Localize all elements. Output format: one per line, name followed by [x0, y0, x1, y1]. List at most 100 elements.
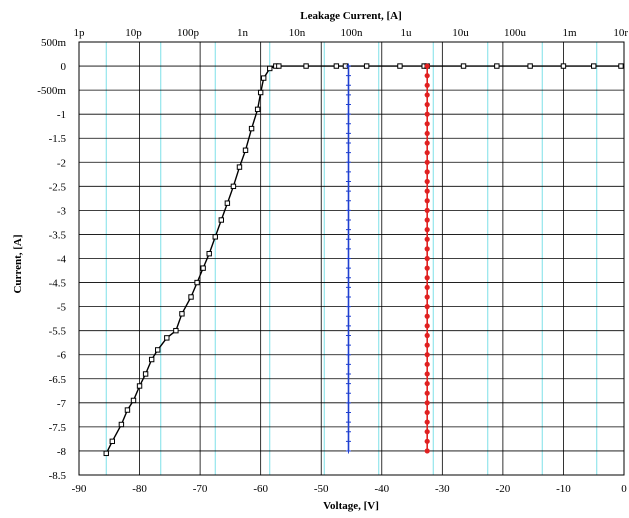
x-tick-label: -80 — [132, 483, 147, 495]
data-point — [118, 421, 125, 428]
data-point — [345, 294, 351, 300]
top-tick-label: 10p — [125, 27, 142, 39]
top-tick-label: 1m — [562, 27, 577, 39]
data-point — [345, 284, 351, 290]
data-point — [173, 327, 179, 334]
data-point — [345, 352, 351, 358]
data-point — [194, 279, 200, 286]
top-tick-label: 10r — [613, 27, 628, 39]
top-axis-title: Leakage Current, [A] — [300, 10, 402, 22]
data-point — [148, 356, 155, 363]
x-tick-label: -40 — [374, 483, 389, 495]
data-point — [424, 140, 430, 146]
x-tick-label: 0 — [621, 483, 627, 495]
data-point — [424, 255, 430, 262]
data-point — [424, 304, 430, 310]
y-tick-label: 500m — [41, 37, 67, 49]
data-point — [424, 73, 430, 79]
y-tick-label: -7.5 — [49, 422, 67, 434]
data-point — [560, 63, 567, 69]
data-point — [424, 323, 430, 329]
data-point — [345, 188, 351, 194]
x-tick-label: -90 — [72, 483, 87, 495]
data-point — [424, 371, 430, 377]
y-tick-label: -4 — [57, 254, 67, 266]
data-point — [345, 390, 351, 396]
data-point — [345, 150, 351, 156]
data-point — [257, 89, 264, 96]
y-tick-label: -8.5 — [49, 470, 67, 482]
data-point — [179, 311, 185, 317]
data-point — [424, 342, 430, 348]
data-point — [142, 371, 149, 377]
data-point — [424, 265, 430, 271]
data-point — [424, 313, 430, 319]
data-point — [218, 217, 225, 223]
data-point — [333, 63, 340, 69]
top-tick-label: 10u — [452, 27, 469, 39]
y-tick-label: -5 — [57, 302, 67, 314]
y-tick-label: -4.5 — [49, 278, 67, 290]
top-tick-label: 1u — [401, 27, 413, 39]
y-tick-label: -1.5 — [49, 133, 67, 145]
data-point — [276, 63, 282, 69]
data-point — [345, 323, 351, 329]
data-point — [260, 75, 267, 81]
y-tick-label: -7 — [57, 398, 67, 410]
data-point — [136, 383, 143, 389]
data-point — [345, 400, 351, 406]
y-tick-label: -8 — [57, 446, 67, 458]
data-point — [424, 246, 430, 252]
data-point — [424, 390, 430, 396]
data-point — [345, 130, 351, 136]
data-point — [397, 63, 403, 69]
data-point — [424, 169, 430, 175]
data-point — [200, 265, 206, 271]
data-point — [345, 304, 351, 310]
data-point — [345, 121, 351, 127]
data-point — [345, 63, 351, 69]
data-point — [424, 159, 430, 165]
data-point — [345, 419, 351, 425]
tick-layer: 500m 0 -500m -1 -1.5 -2 -2.5 -3 -3.5 -4 -4.5 -5 -5.5… — [37, 27, 628, 495]
top-tick-label: 100n — [341, 27, 364, 39]
data-point — [345, 438, 351, 444]
data-point — [345, 236, 351, 242]
data-point — [345, 246, 351, 252]
data-point — [345, 92, 351, 98]
x-tick-label: -20 — [496, 483, 511, 495]
data-point — [424, 82, 430, 88]
data-point — [345, 82, 351, 88]
data-point — [424, 63, 430, 69]
y-tick-label: -1 — [57, 109, 66, 121]
y-axis-title: Current, [A] — [12, 234, 24, 293]
data-point — [424, 101, 430, 108]
data-point — [424, 207, 430, 213]
data-point — [424, 361, 430, 367]
data-point — [345, 159, 351, 165]
y-tick-label: -5.5 — [49, 326, 67, 338]
data-point — [224, 200, 231, 206]
data-point — [345, 409, 351, 415]
data-point — [494, 63, 500, 69]
data-point — [591, 63, 597, 69]
x-tick-label: -60 — [253, 483, 268, 495]
data-point — [345, 111, 351, 117]
x-tick-label: -70 — [193, 483, 208, 495]
data-point — [345, 332, 351, 338]
data-point — [345, 227, 351, 233]
data-point — [345, 313, 351, 319]
x-tick-label: -30 — [435, 483, 450, 495]
plot-border — [78, 41, 625, 476]
data-point — [345, 256, 351, 261]
data-point — [130, 397, 137, 404]
data-point — [242, 147, 249, 153]
data-point — [345, 381, 351, 387]
data-point — [424, 352, 430, 358]
series-line — [105, 65, 621, 454]
data-point — [424, 448, 430, 454]
data-point — [345, 73, 351, 79]
data-point — [424, 332, 430, 339]
